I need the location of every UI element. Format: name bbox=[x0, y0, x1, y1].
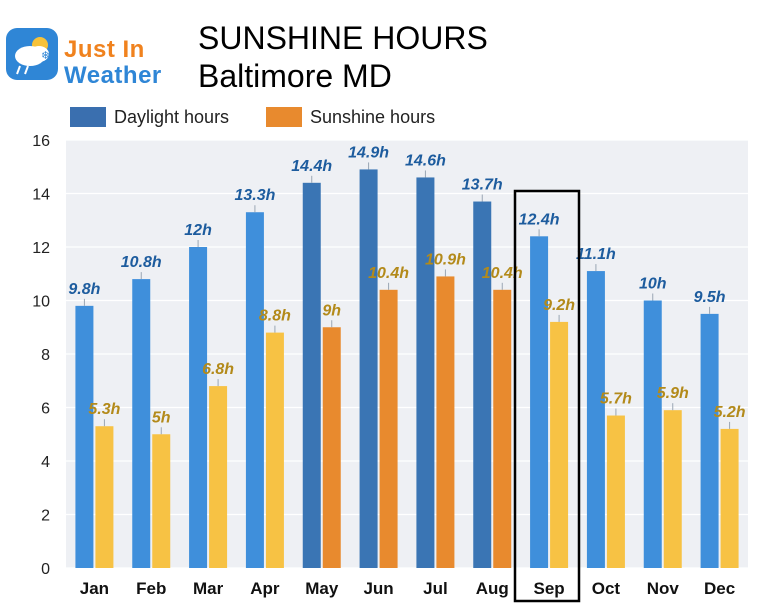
x-tick-label: Mar bbox=[193, 579, 224, 598]
data-labels: 9.8h 5.3h 10.8h 5h 12h 6.8h 13.3h 8.8h 14.4h 9h 14… bbox=[68, 144, 745, 426]
data-label-daylight: 14.4h bbox=[291, 158, 332, 175]
svg-text:❄: ❄ bbox=[41, 49, 50, 62]
highlight-box bbox=[513, 189, 581, 603]
legend: Daylight hours Sunshine hours bbox=[70, 107, 435, 127]
data-label-daylight: 11.1h bbox=[576, 246, 616, 263]
y-tick-label: 12 bbox=[32, 240, 50, 257]
x-tick-label: Jun bbox=[363, 579, 393, 598]
data-label-daylight: 12h bbox=[184, 222, 212, 239]
legend-swatch-sunshine bbox=[266, 107, 302, 127]
logo-text-line2: Weather bbox=[64, 62, 162, 89]
x-tick-label: Jan bbox=[80, 579, 109, 598]
data-label-sunshine: 5.2h bbox=[714, 404, 746, 421]
bar-daylight bbox=[416, 177, 435, 568]
legend-swatch-daylight bbox=[70, 107, 106, 127]
bar-daylight bbox=[245, 212, 264, 568]
data-label-daylight: 13.7h bbox=[462, 177, 503, 194]
data-label-daylight: 13.3h bbox=[234, 187, 275, 204]
bar-daylight bbox=[189, 247, 208, 568]
data-label-sunshine: 5h bbox=[152, 409, 171, 426]
x-tick-label: Apr bbox=[250, 579, 280, 598]
x-tick-label: Nov bbox=[647, 579, 680, 598]
bar-daylight bbox=[132, 279, 151, 568]
x-tick-label: Oct bbox=[592, 579, 621, 598]
data-label-daylight: 14.9h bbox=[348, 144, 389, 161]
y-axis-ticks: 0 2 4 6 8 10 12 14 16 bbox=[32, 133, 50, 578]
weather-cloud-icon: ❄ bbox=[6, 28, 58, 80]
data-label-sunshine: 8.8h bbox=[259, 308, 291, 325]
legend-label-sunshine: Sunshine hours bbox=[310, 107, 435, 127]
bar-daylight bbox=[586, 271, 605, 568]
y-tick-label: 0 bbox=[41, 561, 50, 578]
data-label-daylight: 10.8h bbox=[121, 254, 162, 271]
bar-sunshine bbox=[322, 327, 341, 568]
bar-sunshine bbox=[436, 276, 455, 568]
x-tick-label: Aug bbox=[476, 579, 509, 598]
data-label-daylight: 14.6h bbox=[405, 152, 446, 169]
y-tick-label: 4 bbox=[41, 454, 50, 471]
x-tick-label: Dec bbox=[704, 579, 735, 598]
data-label-sunshine: 10.4h bbox=[368, 265, 409, 282]
bar-sunshine bbox=[606, 415, 625, 568]
y-tick-label: 10 bbox=[32, 294, 50, 311]
x-tick-label: May bbox=[305, 579, 339, 598]
y-tick-label: 6 bbox=[41, 401, 50, 418]
y-tick-label: 14 bbox=[32, 187, 50, 204]
chart-title: SUNSHINE HOURS bbox=[198, 20, 488, 56]
chart-subtitle: Baltimore MD bbox=[198, 58, 392, 94]
brand-logo: ❄ Just In Weather bbox=[6, 28, 192, 89]
legend-label-daylight: Daylight hours bbox=[114, 107, 229, 127]
bar-daylight bbox=[302, 182, 321, 569]
logo-text-line1: Just In bbox=[64, 36, 145, 63]
bar-daylight bbox=[643, 300, 662, 568]
x-tick-label: Jul bbox=[423, 579, 448, 598]
data-label-sunshine: 10.4h bbox=[482, 265, 523, 282]
bar-sunshine bbox=[209, 386, 228, 568]
bar-daylight bbox=[359, 169, 378, 569]
bar-sunshine bbox=[379, 289, 398, 568]
y-tick-label: 2 bbox=[41, 508, 50, 525]
data-label-sunshine: 10.9h bbox=[425, 251, 466, 268]
bar-daylight bbox=[700, 313, 719, 568]
bar-sunshine bbox=[152, 434, 171, 568]
data-label-sunshine: 5.7h bbox=[600, 391, 632, 408]
bar-sunshine bbox=[720, 428, 739, 568]
gridlines bbox=[66, 139, 748, 569]
x-tick-label: Sep bbox=[533, 579, 564, 598]
data-label-daylight: 9.5h bbox=[694, 289, 726, 306]
data-label-sunshine: 9h bbox=[322, 302, 341, 319]
y-tick-label: 16 bbox=[32, 133, 50, 150]
data-label-daylight: 9.8h bbox=[68, 281, 100, 298]
x-axis-ticks: Jan Feb Mar Apr May Jun Jul Aug Sep Oct Nov Dec bbox=[80, 579, 735, 598]
bar-sunshine bbox=[663, 410, 682, 568]
data-label-daylight: 10h bbox=[639, 276, 667, 293]
bar-sunshine bbox=[550, 321, 569, 568]
bar-sunshine bbox=[95, 426, 114, 568]
x-tick-label: Feb bbox=[136, 579, 166, 598]
bar-daylight bbox=[75, 305, 94, 568]
data-label-sunshine: 6.8h bbox=[202, 361, 234, 378]
bar-sunshine bbox=[265, 332, 284, 568]
bar-daylight bbox=[473, 201, 492, 568]
data-label-sunshine: 9.2h bbox=[543, 297, 575, 314]
data-label-sunshine: 5.3h bbox=[88, 401, 120, 418]
data-label-sunshine: 5.9h bbox=[657, 385, 689, 402]
bar-daylight bbox=[530, 236, 549, 569]
y-tick-label: 8 bbox=[41, 347, 50, 364]
bar-sunshine bbox=[493, 289, 512, 568]
data-label-daylight: 12.4h bbox=[519, 211, 560, 228]
bars bbox=[75, 162, 739, 569]
